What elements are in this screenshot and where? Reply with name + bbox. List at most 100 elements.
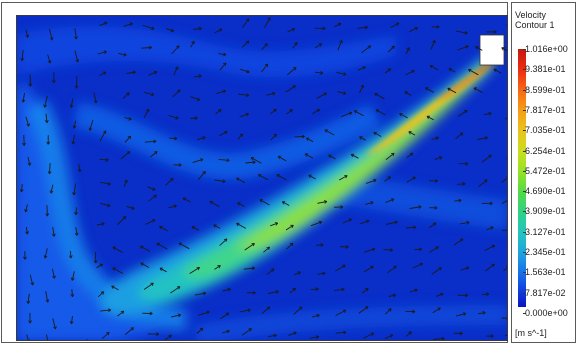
- velocity-vector-head: [74, 211, 78, 216]
- velocity-vector-head: [464, 30, 468, 35]
- velocity-vector-head: [25, 34, 30, 38]
- velocity-vector: [148, 194, 157, 202]
- velocity-vector: [216, 90, 226, 95]
- velocity-vector-head: [237, 202, 241, 206]
- velocity-vector: [483, 112, 492, 116]
- velocity-vector: [220, 312, 230, 320]
- velocity-vector-head: [153, 139, 157, 144]
- velocity-contour-plot: [16, 15, 508, 341]
- velocity-vector-head: [277, 155, 282, 160]
- velocity-vector: [89, 119, 94, 131]
- velocity-vector-head: [360, 84, 364, 89]
- velocity-vector: [384, 308, 392, 315]
- velocity-vector-head: [25, 231, 29, 235]
- velocity-vector-head: [297, 271, 301, 275]
- velocity-vector-head: [174, 66, 179, 70]
- velocity-vector: [25, 116, 30, 127]
- velocity-vector-head: [129, 22, 134, 26]
- velocity-vector: [219, 238, 228, 246]
- velocity-vector: [276, 174, 287, 181]
- velocity-vector: [505, 334, 508, 336]
- velocity-vector-head: [27, 162, 32, 166]
- velocity-vector-head: [389, 248, 393, 252]
- velocity-vector-head: [88, 127, 93, 131]
- velocity-vector: [481, 154, 492, 163]
- velocity-vector-head: [107, 308, 112, 313]
- velocity-vector-head: [123, 52, 127, 57]
- velocity-vector-head: [200, 158, 204, 162]
- velocity-vector-head: [370, 201, 374, 205]
- velocity-vector-head: [71, 141, 76, 145]
- velocity-vector: [48, 28, 53, 41]
- velocity-vector: [431, 267, 442, 275]
- velocity-vector: [261, 63, 269, 73]
- velocity-vector-head: [350, 153, 355, 158]
- velocity-vector-head: [304, 153, 309, 157]
- velocity-vector: [412, 262, 423, 269]
- velocity-vector: [140, 262, 150, 268]
- velocity-vector-head: [328, 154, 332, 159]
- velocity-vector-head: [406, 47, 410, 51]
- velocity-vector-head: [258, 174, 262, 178]
- velocity-vector-head: [465, 45, 469, 49]
- velocity-vector: [52, 226, 55, 237]
- velocity-vector: [22, 92, 25, 103]
- velocity-vector-head: [246, 69, 250, 74]
- velocity-vector-head: [435, 136, 439, 140]
- velocity-vector-head: [75, 59, 79, 63]
- velocity-vector: [460, 267, 470, 271]
- velocity-vector-head: [408, 331, 412, 335]
- velocity-vector-head: [182, 197, 187, 201]
- velocity-vector: [193, 75, 202, 78]
- velocity-vector: [363, 265, 374, 273]
- velocity-vector-head: [291, 27, 296, 32]
- velocity-vector-head: [370, 265, 374, 270]
- velocity-vector: [481, 293, 489, 296]
- velocity-vector-head: [488, 154, 492, 159]
- velocity-vector-head: [344, 175, 348, 179]
- velocity-vector-head: [132, 70, 136, 75]
- velocity-vector-head: [99, 263, 104, 267]
- velocity-vector-head: [348, 111, 353, 116]
- velocity-vector-head: [434, 205, 438, 210]
- velocity-vector: [140, 245, 151, 252]
- velocity-vector: [72, 135, 75, 145]
- velocity-vector: [268, 334, 277, 338]
- velocity-vector-head: [70, 277, 75, 281]
- velocity-vector-head: [140, 262, 144, 266]
- velocity-vector-head: [74, 232, 79, 236]
- velocity-vector: [145, 219, 156, 225]
- velocity-vector: [51, 268, 55, 279]
- velocity-vector: [385, 152, 395, 161]
- velocity-vector-head: [365, 306, 369, 310]
- velocity-vector-head: [198, 26, 202, 31]
- velocity-vector-head: [191, 40, 195, 45]
- legend-tick-label: 8.599e-01: [523, 84, 566, 95]
- velocity-vector: [191, 226, 200, 231]
- velocity-vector-head: [488, 111, 492, 116]
- velocity-vector-head: [399, 113, 403, 117]
- velocity-vector: [358, 306, 369, 314]
- velocity-vector-head: [337, 22, 342, 27]
- velocity-vector: [359, 136, 366, 141]
- velocity-vector: [267, 290, 279, 294]
- velocity-vector: [486, 226, 494, 231]
- velocity-vector: [166, 28, 174, 32]
- velocity-vector: [385, 198, 395, 203]
- velocity-vector: [485, 263, 495, 272]
- velocity-vector: [193, 27, 202, 30]
- velocity-vector-head: [153, 70, 158, 75]
- velocity-vector-head: [395, 22, 400, 26]
- velocity-vector-head: [493, 68, 497, 72]
- velocity-vector-head: [392, 293, 396, 298]
- velocity-vector-head: [323, 92, 327, 96]
- velocity-vector-head: [209, 200, 213, 205]
- velocity-vector: [168, 114, 179, 119]
- velocity-vector-head: [196, 267, 200, 271]
- velocity-vectors: [19, 17, 508, 341]
- velocity-vector-head: [152, 219, 156, 223]
- velocity-vector-head: [68, 255, 73, 259]
- velocity-vector-head: [465, 161, 469, 166]
- velocity-vector: [317, 201, 327, 204]
- velocity-vector: [286, 109, 293, 115]
